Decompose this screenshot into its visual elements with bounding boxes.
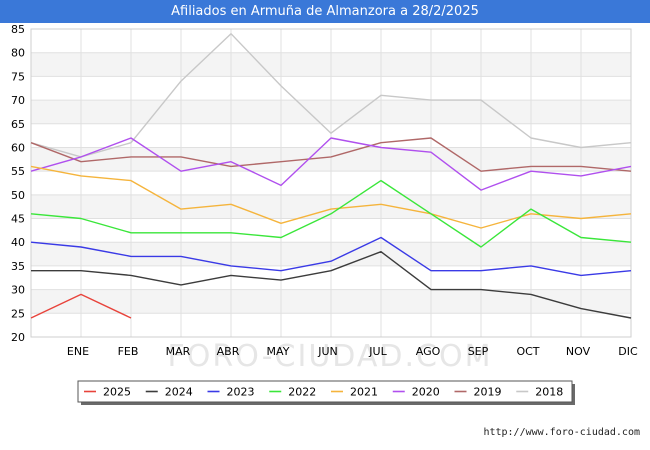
legend-label-2024: 2024 (165, 386, 193, 399)
legend-box (77, 380, 573, 403)
x-tick-label: JUL (368, 345, 387, 358)
series-line-2020 (30, 137, 632, 191)
series-line-2022 (30, 179, 632, 248)
legend-label-2021: 2021 (350, 386, 378, 399)
x-tick-label: FEB (118, 345, 139, 358)
x-tick-label: ENE (67, 345, 89, 358)
y-tick-label: 65 (11, 118, 25, 131)
y-tick-label: 70 (11, 94, 25, 107)
legend-label-2022: 2022 (288, 386, 316, 399)
x-tick-label: JUN (317, 345, 338, 358)
legend-label-2018: 2018 (535, 386, 563, 399)
y-tick-label: 40 (11, 236, 25, 249)
y-tick-label: 55 (11, 165, 25, 178)
legend-label-2023: 2023 (227, 386, 255, 399)
series-line-2018 (30, 33, 632, 158)
legend-label-2020: 2020 (412, 386, 440, 399)
y-tick-label: 35 (11, 260, 25, 273)
x-tick-label: MAY (267, 345, 290, 358)
footer-url[interactable]: http://www.foro-ciudad.com (483, 427, 640, 438)
x-tick-label: DIC (618, 345, 638, 358)
legend-label-2025: 2025 (103, 386, 131, 399)
legend-label-2019: 2019 (474, 386, 502, 399)
series-line-2019 (30, 137, 632, 172)
y-tick-label: 25 (11, 307, 25, 320)
x-tick-label: AGO (416, 345, 441, 358)
x-tick-label: SEP (468, 345, 489, 358)
series-line-2023 (30, 236, 632, 277)
y-tick-label: 80 (11, 47, 25, 60)
series-line-2024 (31, 250, 632, 319)
series-line-2021 (30, 165, 632, 229)
y-tick-label: 50 (11, 189, 25, 202)
watermark: FORO-CIUDAD.COM (168, 339, 493, 374)
series-lines (30, 33, 632, 319)
x-axis: ENE FEB MAR ABR MAY JUN JUL AGO SEP OCT NOV DIC (67, 345, 638, 358)
y-tick-label: 60 (11, 141, 25, 154)
x-tick-label: MAR (166, 345, 191, 358)
plot-border (30, 28, 632, 338)
chart-title: Afiliados en Armuña de Almanzora a 28/2/… (0, 0, 650, 23)
y-tick-label: 85 (11, 23, 25, 36)
y-tick-label: 45 (11, 213, 25, 226)
x-tick-label: NOV (566, 345, 591, 358)
y-axis: 20 25 30 35 40 45 50 55 60 65 70 75 80 85 (11, 23, 25, 344)
legend: 2025 2024 2023 2022 2021 2020 2019 2018 (77, 380, 575, 405)
x-tick-label: OCT (516, 345, 539, 358)
y-tick-label: 30 (11, 284, 25, 297)
y-tick-label: 75 (11, 70, 25, 83)
x-tick-label: ABR (217, 345, 240, 358)
series-line-2025 (30, 293, 132, 319)
y-tick-label: 20 (11, 331, 25, 344)
